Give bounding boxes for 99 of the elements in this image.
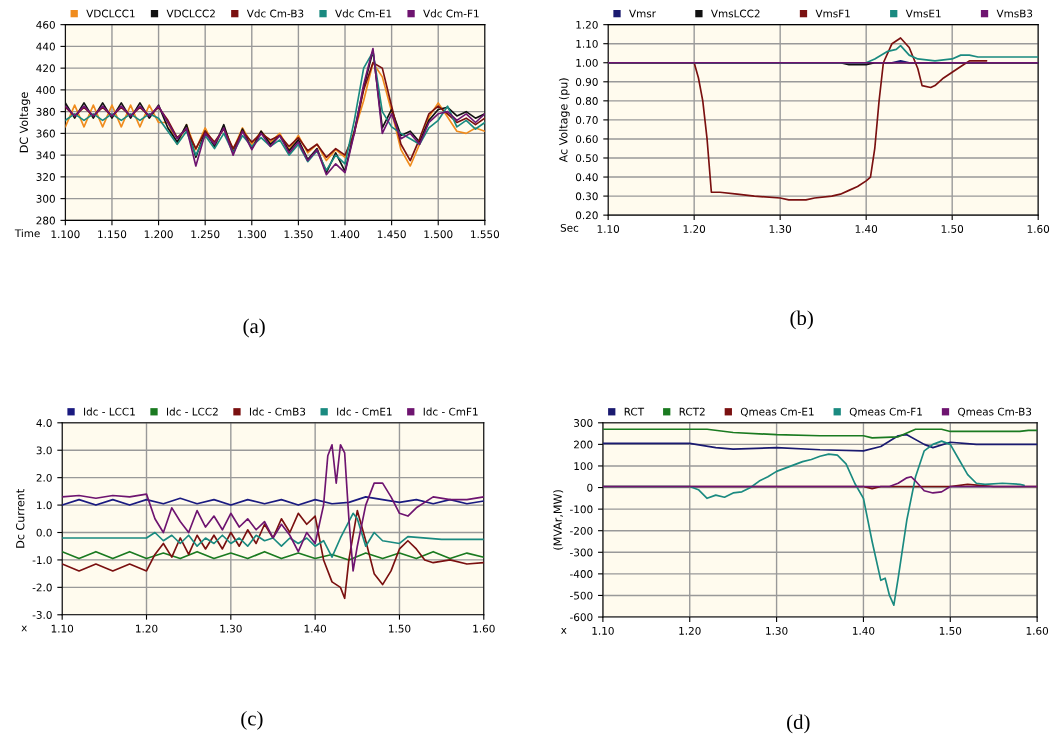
legend-label: Idc - LCC2 — [167, 407, 218, 416]
x-tick-label: 1.550 — [471, 230, 500, 239]
legend-label: Qmeas Cm-F1 — [849, 407, 922, 417]
y-axis-title: Dc Current — [16, 489, 25, 548]
x-tick-label: 1.350 — [284, 230, 313, 239]
x-tick-label: 1.20 — [683, 225, 706, 233]
x-tick-label: 1.50 — [389, 624, 411, 633]
y-tick-label: 0.80 — [575, 97, 598, 105]
y-tick-label: 1.0 — [37, 501, 52, 510]
y-axis-title: (MVAr,MW) — [553, 490, 564, 550]
y-tick-label: 300 — [574, 419, 593, 427]
y-tick-label: 320 — [36, 173, 55, 181]
legend-label: Vdc Cm-B3 — [246, 9, 304, 18]
x-tick-label: 1.50 — [939, 626, 962, 635]
y-tick-label: 0.50 — [575, 154, 598, 163]
y-tick-label: 1.20 — [576, 20, 598, 29]
legend-label: VDCLCC1 — [86, 9, 135, 18]
legend-label: Qmeas Cm-B3 — [958, 407, 1032, 417]
y-tick-label: 0 — [587, 483, 593, 492]
y-tick-label: 0.0 — [36, 528, 52, 537]
legend-label: RCT — [624, 407, 645, 416]
x-tick-label: 1.20 — [136, 624, 158, 633]
y-tick-label: 300 — [36, 194, 55, 203]
legend-label: Idc - CmB3 — [249, 407, 306, 416]
y-tick-label: 0.90 — [575, 78, 598, 86]
x-axis-title: x — [21, 625, 27, 632]
y-tick-label: 0.40 — [575, 173, 598, 182]
y-tick-label: -500 — [570, 591, 593, 600]
x-tick-label: 1.250 — [191, 230, 220, 239]
x-tick-label: 1.60 — [1027, 225, 1050, 233]
y-tick-label: -1.0 — [32, 556, 52, 565]
legend-label: VDCLCC2 — [166, 9, 215, 18]
x-tick-label: 1.10 — [51, 624, 74, 633]
x-tick-label: 1.40 — [304, 624, 327, 633]
x-axis-title: Time — [14, 229, 40, 238]
text: (c) — [241, 710, 263, 730]
x-axis-title: Sec — [560, 223, 579, 232]
x-tick-label: 1.40 — [852, 626, 875, 635]
y-axis-title: DC Voltage — [19, 92, 31, 153]
x-axis-title: x — [561, 627, 567, 634]
x-tick-label: 1.20 — [679, 626, 701, 635]
legend-label: Vmsr — [629, 9, 656, 18]
y-axis-title: Ac Voltage (pu) — [558, 78, 570, 163]
legend-label: Idc - LCC1 — [84, 407, 135, 416]
x-tick-label: 1.10 — [592, 626, 614, 635]
text: (d) — [787, 714, 810, 734]
x-tick-label: 1.50 — [941, 225, 964, 233]
y-tick-label: 100 — [574, 462, 593, 471]
x-tick-label: 1.300 — [238, 230, 267, 239]
legend-label: Idc - CmE1 — [337, 407, 392, 416]
x-tick-label: 1.450 — [377, 230, 406, 239]
x-tick-label: 1.200 — [144, 230, 173, 239]
x-tick-label: 1.30 — [769, 225, 792, 233]
y-tick-label: 0.30 — [575, 192, 598, 201]
x-tick-label: 1.60 — [1026, 626, 1049, 635]
x-tick-label: 1.30 — [766, 626, 788, 635]
y-tick-label: 0.60 — [575, 135, 598, 144]
y-tick-label: 2.0 — [36, 473, 52, 482]
y-tick-label: 1.00 — [576, 58, 598, 67]
y-tick-label: -100 — [570, 505, 593, 514]
y-tick-label: 0.70 — [575, 116, 598, 124]
y-tick-label: 200 — [574, 440, 593, 449]
y-tick-label: -300 — [570, 548, 593, 557]
y-tick-label: 4.0 — [36, 419, 52, 427]
y-tick-label: 420 — [36, 64, 55, 73]
y-tick-label: 340 — [36, 151, 55, 160]
legend-label: RCT2 — [679, 407, 705, 416]
legend-label: Vdc Cm-E1 — [335, 9, 392, 18]
x-tick-label: 1.60 — [473, 624, 495, 633]
y-tick-label: -3.0 — [32, 611, 52, 619]
x-tick-label: 1.100 — [51, 230, 80, 239]
legend-label: Idc - CmF1 — [423, 407, 478, 416]
y-tick-label: 460 — [36, 20, 55, 29]
x-tick-label: 1.400 — [331, 230, 360, 239]
x-tick-label: 1.500 — [424, 230, 453, 239]
x-tick-label: 1.150 — [98, 230, 127, 239]
text: (a) — [243, 318, 265, 338]
y-tick-label: 280 — [36, 216, 55, 225]
legend-label: Vdc Cm-F1 — [423, 9, 479, 18]
y-tick-label: -600 — [570, 613, 593, 622]
x-tick-label: 1.30 — [220, 624, 242, 633]
y-tick-label: 360 — [36, 129, 55, 138]
x-tick-label: 1.40 — [855, 225, 878, 233]
y-tick-label: 380 — [36, 107, 55, 116]
y-tick-label: 1.10 — [576, 39, 598, 48]
text: (b) — [790, 310, 813, 330]
y-tick-label: 3.0 — [36, 446, 52, 455]
y-tick-label: 440 — [36, 42, 55, 51]
legend-label: VmsB3 — [996, 9, 1033, 18]
y-tick-label: -2.0 — [32, 583, 52, 592]
y-tick-label: 400 — [36, 86, 55, 94]
legend-label: VmsF1 — [815, 9, 850, 18]
legend-label: Qmeas Cm-E1 — [740, 407, 814, 417]
x-tick-label: 1.10 — [597, 225, 620, 233]
y-tick-label: 0.20 — [575, 211, 598, 220]
y-tick-label: -400 — [570, 570, 593, 578]
legend-label: VmsE1 — [905, 9, 941, 18]
legend-label: VmsLCC2 — [710, 9, 760, 18]
y-tick-label: -200 — [570, 526, 593, 535]
